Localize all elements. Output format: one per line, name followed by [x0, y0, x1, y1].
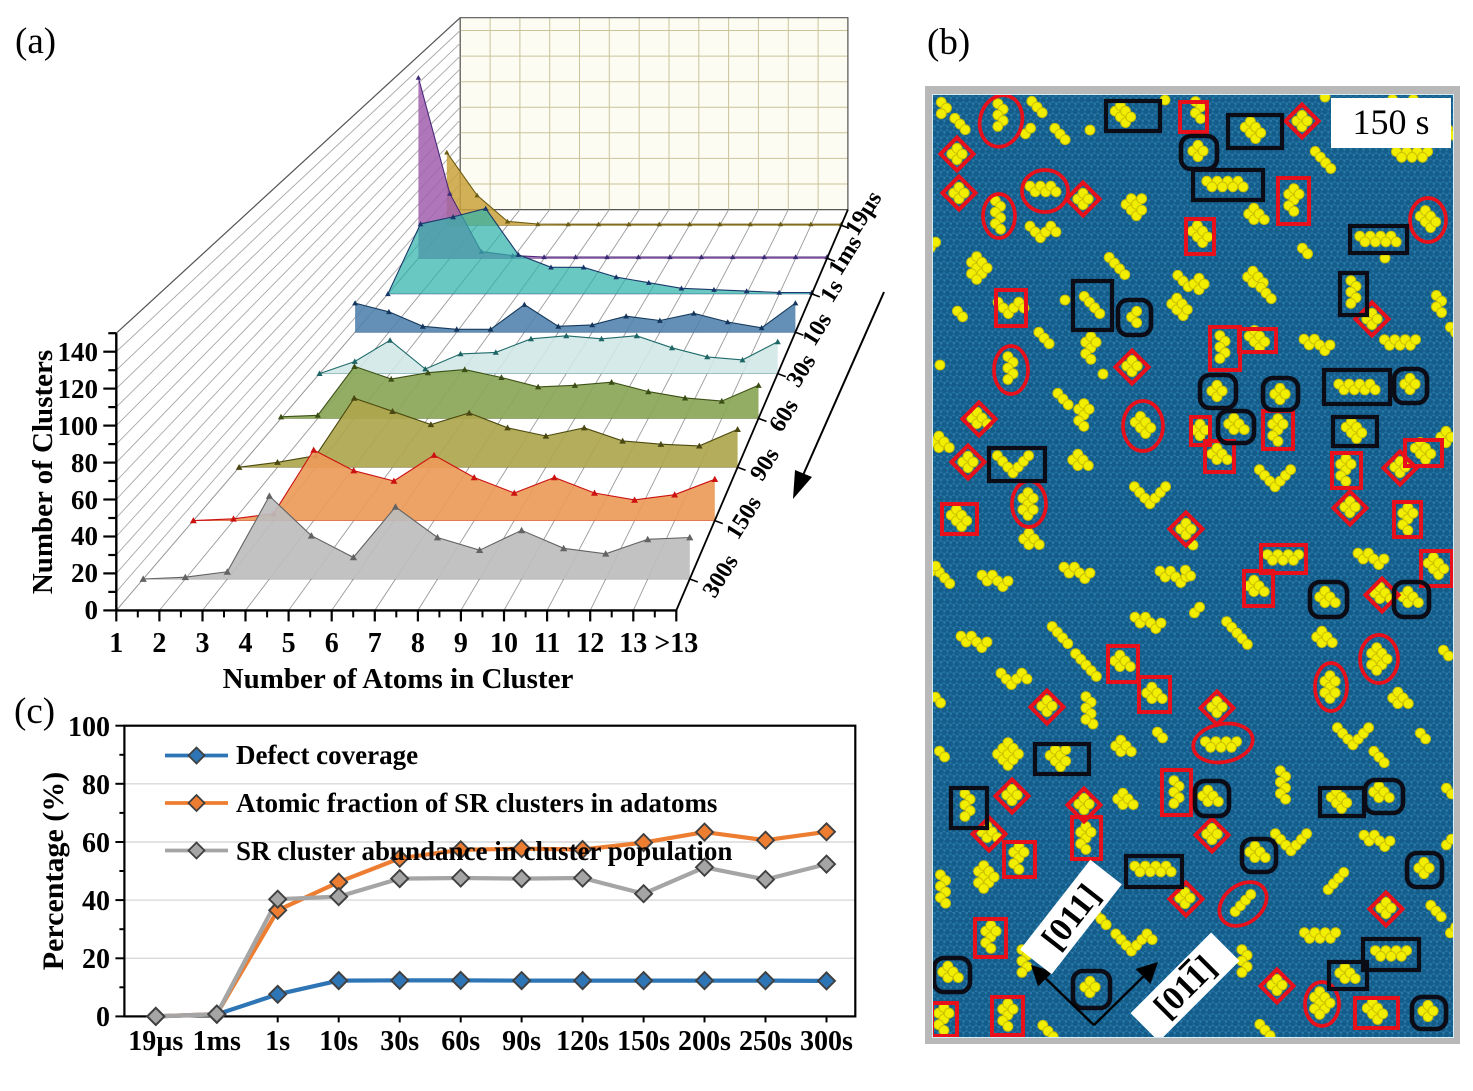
svg-text:60s: 60s	[441, 1026, 480, 1057]
svg-text:0: 0	[85, 595, 99, 625]
svg-text:7: 7	[368, 628, 382, 659]
svg-text:5: 5	[282, 628, 296, 659]
svg-text:1s: 1s	[265, 1026, 290, 1057]
svg-text:12: 12	[576, 628, 604, 659]
svg-text:19µs: 19µs	[128, 1026, 183, 1057]
svg-text:20: 20	[71, 558, 98, 588]
svg-text:150s: 150s	[721, 492, 767, 544]
svg-text:0: 0	[96, 1002, 110, 1033]
svg-text:60: 60	[82, 828, 110, 859]
svg-text:90s: 90s	[745, 443, 785, 485]
svg-text:Percentage (%): Percentage (%)	[37, 772, 70, 971]
svg-text:Number of Atoms in Cluster: Number of Atoms in Cluster	[223, 663, 574, 695]
svg-text:Atomic fraction of SR clusters: Atomic fraction of SR clusters in adatom…	[236, 788, 717, 818]
svg-text:4: 4	[239, 628, 253, 659]
svg-text:60: 60	[71, 485, 98, 515]
svg-text:(c): (c)	[14, 691, 55, 732]
svg-text:11: 11	[534, 628, 560, 659]
svg-text:30s: 30s	[782, 350, 822, 392]
svg-text:1ms: 1ms	[193, 1026, 241, 1057]
svg-text:90s: 90s	[502, 1026, 541, 1057]
svg-text:100: 100	[58, 411, 99, 441]
svg-text:10: 10	[490, 628, 518, 659]
svg-text:40: 40	[71, 521, 98, 551]
svg-text:200s: 200s	[678, 1026, 731, 1057]
svg-text:1: 1	[109, 628, 123, 659]
svg-text:6: 6	[325, 628, 339, 659]
svg-text:Defect coverage: Defect coverage	[236, 740, 418, 770]
svg-text:2: 2	[152, 628, 166, 659]
svg-text:150s: 150s	[617, 1026, 670, 1057]
svg-text:>13: >13	[654, 628, 698, 659]
svg-text:80: 80	[71, 448, 98, 478]
svg-text:140: 140	[58, 337, 99, 367]
svg-text:30s: 30s	[380, 1026, 419, 1057]
svg-text:250s: 250s	[739, 1026, 792, 1057]
svg-text:150 s: 150 s	[1352, 102, 1429, 142]
svg-text:300s: 300s	[698, 550, 744, 602]
svg-text:60s: 60s	[764, 395, 804, 437]
svg-text:13: 13	[619, 628, 647, 659]
svg-text:SR cluster abundance in cluste: SR cluster abundance in cluster populati…	[236, 836, 732, 866]
svg-text:40: 40	[82, 886, 110, 917]
svg-text:120s: 120s	[556, 1026, 609, 1057]
svg-text:9: 9	[454, 628, 468, 659]
svg-text:10s: 10s	[319, 1026, 358, 1057]
svg-text:80: 80	[82, 770, 110, 801]
svg-text:300s: 300s	[800, 1026, 853, 1057]
svg-text:Number of Clusters: Number of Clusters	[27, 350, 59, 594]
svg-text:20: 20	[82, 944, 110, 975]
svg-text:100: 100	[68, 712, 110, 743]
svg-text:(a): (a)	[15, 21, 56, 62]
svg-text:3: 3	[196, 628, 210, 659]
svg-text:8: 8	[411, 628, 425, 659]
svg-text:120: 120	[58, 374, 99, 404]
